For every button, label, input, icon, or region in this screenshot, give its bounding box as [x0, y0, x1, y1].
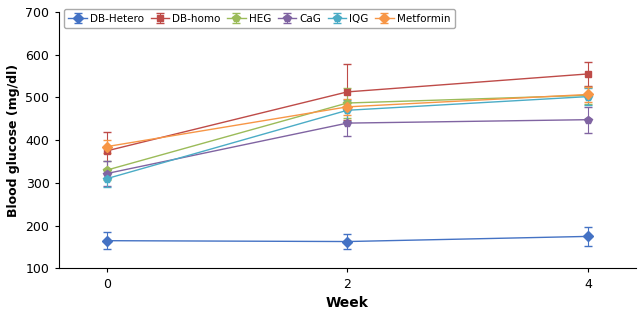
Y-axis label: Blood glucose (mg/dl): Blood glucose (mg/dl) — [7, 64, 20, 217]
X-axis label: Week: Week — [326, 296, 368, 310]
Legend: DB-Hetero, DB-homo, HEG, CaG, IQG, Metformin: DB-Hetero, DB-homo, HEG, CaG, IQG, Metfo… — [64, 10, 455, 28]
